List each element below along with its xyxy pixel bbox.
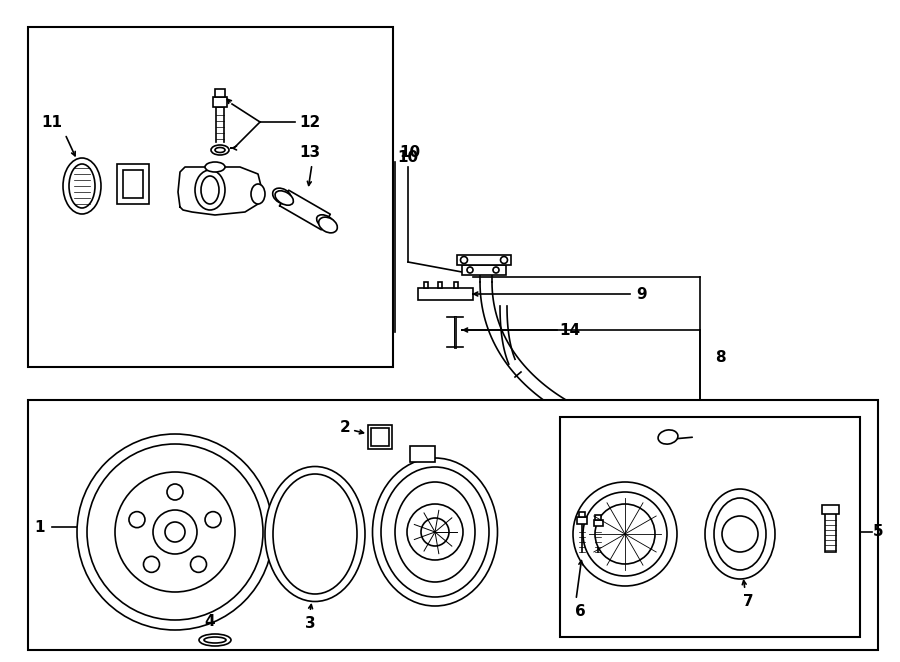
Bar [438,282,442,288]
Bar [123,170,143,198]
Bar [213,97,227,107]
Ellipse shape [381,467,489,597]
Circle shape [77,434,273,630]
Text: 10: 10 [400,144,420,160]
Bar [594,520,603,526]
Bar [418,288,473,300]
Circle shape [143,556,159,573]
Bar [424,282,428,288]
Circle shape [461,256,467,263]
Text: 7: 7 [742,594,753,610]
Text: 6: 6 [574,604,585,620]
Circle shape [467,267,473,273]
Bar [462,265,506,275]
Ellipse shape [69,164,95,208]
Ellipse shape [658,430,678,444]
Circle shape [191,556,206,573]
Bar [825,512,836,552]
Circle shape [205,512,221,528]
Text: 2: 2 [339,420,350,434]
Ellipse shape [373,458,498,606]
Bar [410,446,435,462]
Ellipse shape [273,188,292,204]
Ellipse shape [395,482,475,582]
Circle shape [87,444,263,620]
Circle shape [129,512,145,528]
Text: 4: 4 [204,614,215,630]
Ellipse shape [204,637,226,643]
Ellipse shape [215,148,225,152]
Circle shape [493,267,499,273]
Ellipse shape [211,145,229,155]
Text: 12: 12 [300,115,320,130]
Circle shape [500,256,508,263]
Ellipse shape [205,162,225,172]
Bar [454,282,458,288]
Text: 9: 9 [636,287,647,301]
Circle shape [421,518,449,546]
Bar [368,425,392,449]
Bar [215,89,225,97]
Ellipse shape [265,467,365,602]
Ellipse shape [705,489,775,579]
Ellipse shape [319,217,338,233]
Bar [371,428,389,446]
Circle shape [595,504,655,564]
Bar [595,515,601,520]
Bar [577,517,587,524]
Ellipse shape [201,176,219,204]
Ellipse shape [195,170,225,210]
Text: 5: 5 [873,524,883,540]
Bar [457,255,511,265]
Circle shape [167,484,183,500]
Bar [28,400,878,650]
Ellipse shape [199,634,231,646]
Text: 10: 10 [398,150,418,164]
Ellipse shape [275,191,293,205]
Ellipse shape [317,214,335,229]
Ellipse shape [273,474,357,594]
Circle shape [153,510,197,554]
Text: 3: 3 [305,616,315,632]
Circle shape [115,472,235,592]
Bar [117,164,149,204]
Ellipse shape [251,184,265,204]
Text: 11: 11 [41,115,62,130]
Ellipse shape [714,498,766,570]
Bar [560,417,860,637]
Bar [822,505,839,514]
Text: 13: 13 [300,144,320,160]
Text: 14: 14 [560,322,580,338]
Bar [579,512,585,517]
Circle shape [583,492,667,576]
Text: 1: 1 [35,520,45,534]
Bar [28,27,393,367]
Circle shape [407,504,463,560]
Text: 8: 8 [715,350,725,365]
Circle shape [722,516,758,552]
Circle shape [573,482,677,586]
Ellipse shape [63,158,101,214]
Circle shape [165,522,185,542]
